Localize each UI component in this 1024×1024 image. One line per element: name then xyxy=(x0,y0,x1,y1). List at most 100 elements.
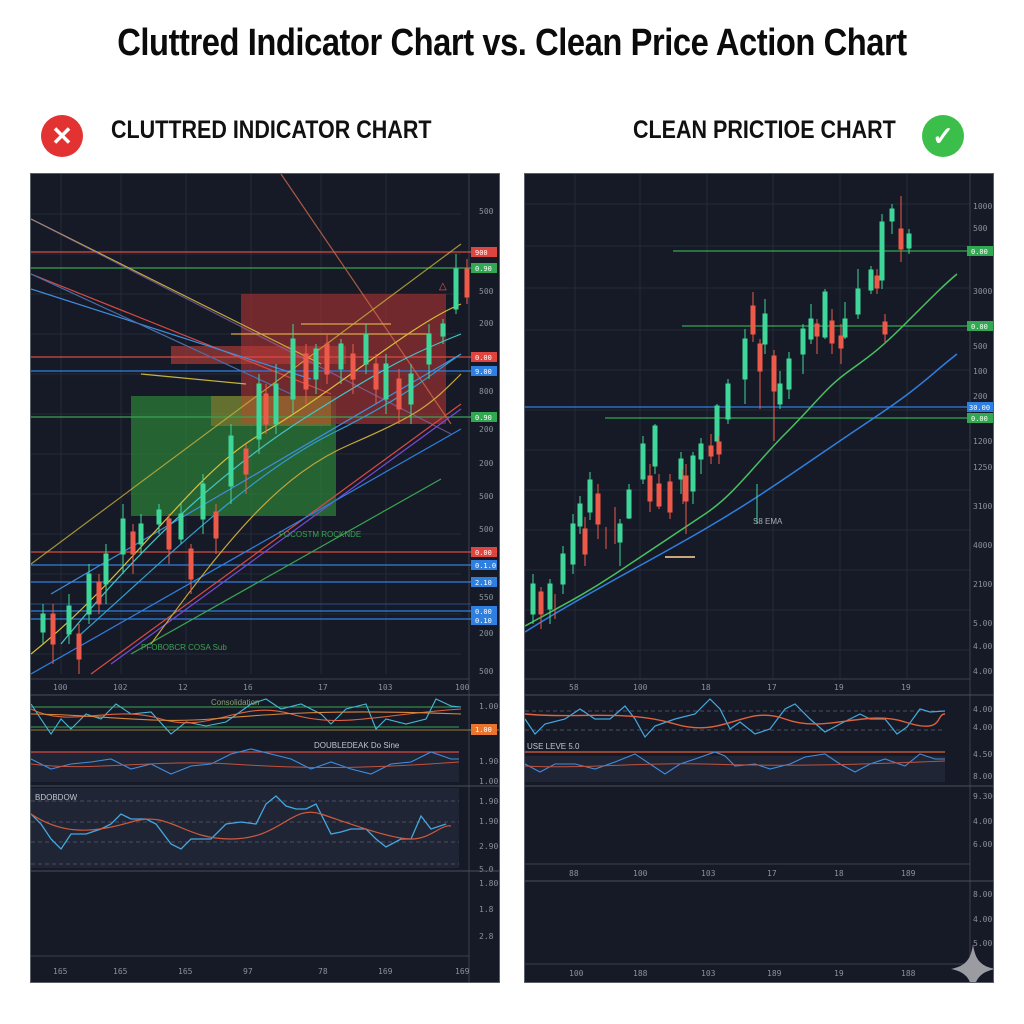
svg-text:100: 100 xyxy=(569,969,584,978)
svg-text:9.00: 9.00 xyxy=(475,368,492,376)
svg-text:4.50: 4.50 xyxy=(973,750,992,759)
svg-text:103: 103 xyxy=(701,869,716,878)
svg-text:78: 78 xyxy=(318,967,328,976)
svg-text:800: 800 xyxy=(479,387,494,396)
svg-text:0.00: 0.00 xyxy=(475,608,492,616)
svg-text:188: 188 xyxy=(633,969,648,978)
check-icon: ✓ xyxy=(922,115,964,157)
svg-text:500: 500 xyxy=(479,492,494,501)
svg-text:1250: 1250 xyxy=(973,463,992,472)
svg-text:2100: 2100 xyxy=(973,580,992,589)
svg-text:6.00: 6.00 xyxy=(973,840,992,849)
svg-text:18: 18 xyxy=(701,683,711,692)
svg-text:5.0: 5.0 xyxy=(479,865,494,874)
svg-text:19: 19 xyxy=(901,683,911,692)
svg-text:△: △ xyxy=(439,281,447,292)
svg-text:4000: 4000 xyxy=(973,541,992,550)
svg-text:1.80: 1.80 xyxy=(479,879,498,888)
svg-text:0.1.0: 0.1.0 xyxy=(475,562,496,570)
svg-text:1.90: 1.90 xyxy=(479,757,498,766)
svg-text:2.90: 2.90 xyxy=(479,842,498,851)
clean-chart-panel: S8 EMA xyxy=(524,173,994,983)
svg-text:500: 500 xyxy=(479,287,494,296)
svg-text:200: 200 xyxy=(973,392,988,401)
svg-text:4.00: 4.00 xyxy=(973,817,992,826)
cluttered-chart-panel: FOCOSTM ROCKNDE PFOBOBCR COSA Sub △ 500 … xyxy=(30,173,500,983)
svg-text:189: 189 xyxy=(767,969,782,978)
svg-text:4.00: 4.00 xyxy=(973,642,992,651)
sparkle-icon xyxy=(951,944,993,982)
svg-text:188: 188 xyxy=(901,969,916,978)
svg-text:1.00: 1.00 xyxy=(475,726,492,734)
svg-text:8.00: 8.00 xyxy=(973,890,992,899)
svg-text:1200: 1200 xyxy=(973,437,992,446)
svg-text:200: 200 xyxy=(479,425,494,434)
svg-text:17: 17 xyxy=(767,683,777,692)
svg-text:0.90: 0.90 xyxy=(475,414,492,422)
svg-text:500: 500 xyxy=(973,342,988,351)
svg-text:1.90: 1.90 xyxy=(479,797,498,806)
svg-text:100: 100 xyxy=(455,683,470,692)
oscillator-label: BDOBDOW xyxy=(35,793,78,802)
svg-text:5.00: 5.00 xyxy=(973,619,992,628)
svg-text:19: 19 xyxy=(834,683,844,692)
svg-text:97: 97 xyxy=(243,967,253,976)
svg-text:100: 100 xyxy=(633,869,648,878)
svg-text:200: 200 xyxy=(479,319,494,328)
svg-text:3000: 3000 xyxy=(973,287,992,296)
svg-text:0.00: 0.00 xyxy=(971,323,988,331)
svg-text:4.00: 4.00 xyxy=(973,723,992,732)
svg-text:0.00: 0.00 xyxy=(971,415,988,423)
oscillator-label: USE LEVE 5.0 xyxy=(527,742,580,751)
svg-text:19: 19 xyxy=(834,969,844,978)
svg-text:169: 169 xyxy=(378,967,393,976)
oscillator-label: DOUBLEDEAK Do Sine xyxy=(314,741,400,750)
svg-text:500: 500 xyxy=(479,525,494,534)
svg-text:58: 58 xyxy=(569,683,579,692)
page-title: Cluttred Indicator Chart vs. Clean Price… xyxy=(117,22,907,64)
svg-text:1.00: 1.00 xyxy=(479,702,498,711)
svg-text:0.10: 0.10 xyxy=(475,617,492,625)
clean-chart-canvas: S8 EMA xyxy=(525,174,993,982)
svg-text:4.00: 4.00 xyxy=(973,915,992,924)
left-chart-heading: CLUTTRED INDICATOR CHART xyxy=(111,116,432,144)
svg-text:500: 500 xyxy=(479,207,494,216)
svg-text:165: 165 xyxy=(53,967,68,976)
svg-text:8.00: 8.00 xyxy=(973,772,992,781)
svg-text:550: 550 xyxy=(479,593,494,602)
right-chart-heading: CLEAN PRICTIOE CHART xyxy=(633,116,896,144)
annotation-label: FOCOSTM ROCKNDE xyxy=(279,530,361,539)
svg-text:5.00: 5.00 xyxy=(973,939,992,948)
svg-text:17: 17 xyxy=(318,683,328,692)
svg-text:16: 16 xyxy=(243,683,253,692)
svg-text:103: 103 xyxy=(701,969,716,978)
cluttered-chart-canvas: FOCOSTM ROCKNDE PFOBOBCR COSA Sub △ 500 … xyxy=(31,174,499,982)
svg-text:1000: 1000 xyxy=(973,202,992,211)
ema-label: S8 EMA xyxy=(753,517,783,526)
svg-text:169: 169 xyxy=(455,967,470,976)
svg-text:4.00: 4.00 xyxy=(973,667,992,676)
svg-text:0.00: 0.00 xyxy=(971,248,988,256)
svg-text:0.00: 0.00 xyxy=(475,354,492,362)
svg-text:200: 200 xyxy=(479,459,494,468)
svg-text:165: 165 xyxy=(178,967,193,976)
svg-text:900: 900 xyxy=(475,249,488,257)
svg-text:3100: 3100 xyxy=(973,502,992,511)
svg-text:102: 102 xyxy=(113,683,128,692)
svg-text:2.10: 2.10 xyxy=(475,579,492,587)
svg-text:0.00: 0.00 xyxy=(475,549,492,557)
x-icon: ✕ xyxy=(41,115,83,157)
svg-text:12: 12 xyxy=(178,683,188,692)
svg-text:165: 165 xyxy=(113,967,128,976)
svg-text:17: 17 xyxy=(767,869,777,878)
svg-text:30.00: 30.00 xyxy=(969,404,990,412)
svg-text:500: 500 xyxy=(479,667,494,676)
svg-text:100: 100 xyxy=(53,683,68,692)
svg-text:88: 88 xyxy=(569,869,579,878)
svg-text:1.00: 1.00 xyxy=(479,777,498,786)
annotation-label: PFOBOBCR COSA Sub xyxy=(141,643,227,652)
svg-text:189: 189 xyxy=(901,869,916,878)
svg-text:200: 200 xyxy=(479,629,494,638)
svg-text:103: 103 xyxy=(378,683,393,692)
svg-text:1.8: 1.8 xyxy=(479,905,494,914)
